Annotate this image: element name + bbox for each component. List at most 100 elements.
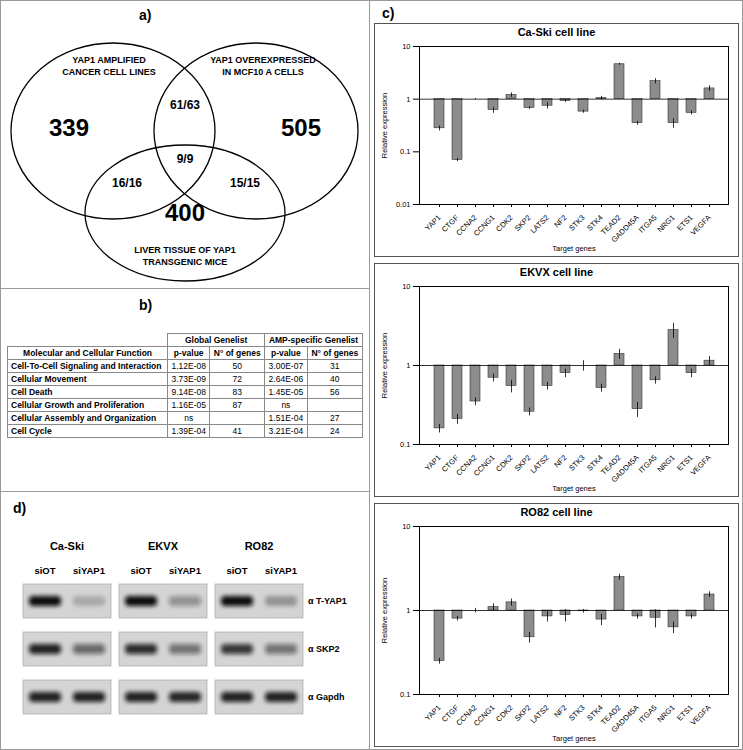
svg-text:0.1: 0.1: [400, 147, 410, 156]
svg-text:NRG1: NRG1: [656, 453, 677, 474]
html-text:p-value: p-value: [173, 348, 204, 358]
html-text:EKVX cell line: EKVX cell line: [519, 266, 594, 278]
svg-text:CCNG1: CCNG1: [472, 703, 497, 728]
svg-text:SKP2: SKP2: [512, 703, 533, 723]
html-text:d): d): [13, 500, 27, 516]
svg-text:0.01: 0.01: [396, 200, 411, 209]
svg-text:CDK2: CDK2: [494, 213, 515, 234]
svg-text:505: 505: [281, 114, 321, 141]
svg-text:TEAD2: TEAD2: [599, 453, 623, 477]
svg-text:STK3: STK3: [567, 703, 587, 723]
svg-text:GADD45A: GADD45A: [609, 453, 641, 485]
svg-text:VEGFA: VEGFA: [689, 703, 713, 727]
svg-text:ETS1: ETS1: [675, 703, 695, 723]
svg-text:TEAD2: TEAD2: [599, 213, 623, 237]
svg-text:15/15: 15/15: [230, 176, 260, 190]
svg-text:siOT: siOT: [226, 565, 247, 576]
html-text:b): b): [139, 297, 153, 313]
svg-text:STK3: STK3: [567, 453, 587, 473]
svg-text:YAP1 AMPLIFIED: YAP1 AMPLIFIED: [72, 55, 146, 65]
svg-text:Relative expression: Relative expression: [380, 333, 389, 398]
svg-text:STK4: STK4: [585, 453, 605, 473]
svg-text:Target genes: Target genes: [552, 734, 596, 743]
svg-text:siOT: siOT: [130, 565, 151, 576]
svg-text:ETS1: ETS1: [675, 453, 695, 473]
svg-text:EKVX: EKVX: [148, 540, 179, 552]
svg-text:CTGF: CTGF: [439, 703, 461, 724]
svg-text:0.1: 0.1: [400, 690, 410, 699]
svg-text:LATS2: LATS2: [528, 703, 550, 725]
html-text:Ca-Ski cell line: Ca-Ski cell line: [517, 26, 596, 38]
svg-text:TEAD2: TEAD2: [599, 703, 623, 727]
svg-text:SKP2: SKP2: [512, 453, 533, 473]
svg-text:NF2: NF2: [552, 213, 568, 229]
html-text:AMP-specific Genelist: AMP-specific Genelist: [268, 335, 359, 345]
svg-text:STK4: STK4: [585, 703, 605, 723]
svg-text:9/9: 9/9: [177, 152, 194, 166]
html-text:Molecular and Cellular Functio: Molecular and Cellular Function: [23, 348, 152, 358]
svg-text:ITGA5: ITGA5: [637, 453, 659, 475]
svg-text:siYAP1: siYAP1: [265, 565, 298, 576]
svg-text:CCNG1: CCNG1: [472, 213, 497, 238]
svg-text:YAP1: YAP1: [423, 213, 443, 233]
svg-text:LATS2: LATS2: [528, 213, 550, 235]
html-text:RO82 cell line: RO82 cell line: [520, 506, 593, 518]
svg-text:16/16: 16/16: [112, 176, 142, 190]
svg-text:400: 400: [165, 199, 205, 226]
svg-text:ITGA5: ITGA5: [637, 213, 659, 235]
html-text:c): c): [382, 5, 395, 21]
svg-text:YAP1: YAP1: [423, 453, 443, 473]
svg-text:1: 1: [406, 95, 410, 104]
svg-text:NRG1: NRG1: [656, 703, 677, 724]
svg-text:STK3: STK3: [567, 213, 587, 233]
svg-text:0.1: 0.1: [400, 440, 410, 449]
svg-text:CCNA2: CCNA2: [454, 453, 479, 478]
svg-text:CDK2: CDK2: [494, 703, 515, 724]
svg-text:YAP1 OVEREXPRESSED: YAP1 OVEREXPRESSED: [210, 55, 316, 65]
svg-text:Relative expression: Relative expression: [380, 578, 389, 643]
svg-text:IN MCF10 A CELLS: IN MCF10 A CELLS: [222, 67, 303, 77]
svg-text:LATS2: LATS2: [528, 453, 550, 475]
svg-text:CANCER CELL LINES: CANCER CELL LINES: [62, 67, 155, 77]
svg-text:α SKP2: α SKP2: [308, 644, 340, 654]
svg-text:GADD45A: GADD45A: [609, 213, 641, 245]
svg-text:10: 10: [402, 42, 410, 51]
svg-text:ETS1: ETS1: [675, 213, 695, 233]
svg-text:VEGFA: VEGFA: [689, 453, 713, 477]
svg-text:LIVER TISSUE OF YAP1: LIVER TISSUE OF YAP1: [134, 245, 236, 255]
svg-text:Ca-Ski: Ca-Ski: [50, 540, 84, 552]
svg-text:1: 1: [406, 606, 410, 615]
svg-text:siYAP1: siYAP1: [73, 565, 106, 576]
svg-text:CDK2: CDK2: [494, 453, 515, 474]
svg-text:CCNA2: CCNA2: [454, 703, 479, 728]
svg-text:CTGF: CTGF: [439, 453, 461, 474]
svg-text:Target genes: Target genes: [552, 244, 596, 253]
svg-text:NF2: NF2: [552, 703, 568, 719]
svg-text:NF2: NF2: [552, 453, 568, 469]
svg-text:VEGFA: VEGFA: [689, 213, 713, 237]
svg-text:siYAP1: siYAP1: [169, 565, 202, 576]
svg-text:siOT: siOT: [34, 565, 55, 576]
svg-text:YAP1: YAP1: [423, 703, 443, 723]
svg-text:α Gapdh: α Gapdh: [308, 692, 345, 702]
html-text:a): a): [139, 7, 152, 23]
svg-text:339: 339: [49, 114, 89, 141]
svg-text:STK4: STK4: [585, 213, 605, 233]
svg-text:1: 1: [406, 361, 410, 370]
svg-text:CCNA2: CCNA2: [454, 213, 479, 238]
svg-text:ITGA5: ITGA5: [637, 703, 659, 725]
svg-text:TRANSGENIC MICE: TRANSGENIC MICE: [143, 257, 228, 267]
svg-text:α T-YAP1: α T-YAP1: [308, 596, 347, 606]
svg-text:10: 10: [402, 282, 410, 291]
svg-text:CCNG1: CCNG1: [472, 453, 497, 478]
svg-text:10: 10: [402, 522, 410, 531]
svg-text:CTGF: CTGF: [439, 213, 461, 234]
svg-text:SKP2: SKP2: [512, 213, 533, 233]
svg-text:Relative expression: Relative expression: [380, 93, 389, 158]
svg-text:GADD45A: GADD45A: [609, 703, 641, 735]
svg-text:NRG1: NRG1: [656, 213, 677, 234]
svg-text:RO82: RO82: [245, 540, 274, 552]
svg-text:Target genes: Target genes: [552, 484, 596, 493]
html-text:Global Genelist: Global Genelist: [184, 335, 248, 345]
svg-text:61/63: 61/63: [170, 98, 200, 112]
